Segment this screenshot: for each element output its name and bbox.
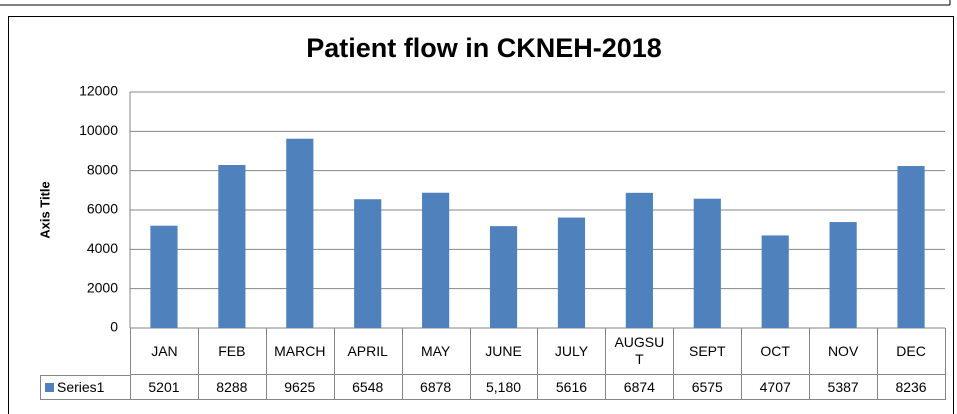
bar (489, 226, 518, 328)
table-category: AUGSUT (605, 328, 675, 375)
table-value: 8288 (197, 375, 267, 400)
table-category: JULY (537, 328, 607, 375)
chart-title: Patient flow in CKNEH-2018 (306, 33, 662, 63)
bar (693, 198, 721, 328)
table-category: MARCH (265, 328, 335, 375)
bar (218, 165, 246, 328)
bar (422, 192, 450, 328)
y-tick-label: 8000 (87, 161, 118, 177)
table-value: 6878 (401, 375, 471, 400)
bar (354, 199, 382, 328)
y-tick-label: 4000 (87, 240, 118, 256)
table-category: DEC (877, 328, 946, 375)
legend-label: Series1 (57, 379, 105, 395)
table-category: APRIL (333, 328, 403, 375)
y-tick-label: 0 (110, 319, 118, 335)
table-category: JAN (130, 328, 199, 375)
table-value: 4707 (741, 375, 811, 400)
table-value: 8236 (877, 375, 946, 400)
table-value: 5387 (809, 375, 879, 400)
table-category: MAY (401, 328, 471, 375)
y-tick-label: 10000 (79, 122, 118, 138)
table-category: FEB (197, 328, 267, 375)
table-category: JUNE (469, 328, 539, 375)
chart-frame (8, 16, 954, 414)
table-category: SEPT (673, 328, 743, 375)
bar (761, 235, 789, 328)
table-category: OCT (741, 328, 811, 375)
table-value: 5616 (537, 375, 607, 400)
legend-key (45, 383, 54, 392)
table-value: 6575 (673, 375, 743, 400)
y-axis-title: Axis Title (37, 181, 52, 239)
table-value: 5,180 (469, 375, 539, 400)
bar (286, 138, 314, 328)
y-tick-label: 6000 (87, 201, 118, 217)
y-tick-label: 12000 (79, 83, 118, 99)
bar (829, 222, 857, 328)
bar (625, 192, 653, 328)
legend-cell: Series1 (40, 375, 131, 400)
table-value: 6874 (605, 375, 675, 400)
bar (897, 166, 925, 328)
table-value: 5201 (130, 375, 199, 400)
table-value: 6548 (333, 375, 403, 400)
bar (557, 217, 586, 328)
table-value: 9625 (265, 375, 335, 400)
y-tick-label: 2000 (87, 279, 118, 295)
bar (150, 225, 178, 328)
table-category: NOV (809, 328, 879, 375)
